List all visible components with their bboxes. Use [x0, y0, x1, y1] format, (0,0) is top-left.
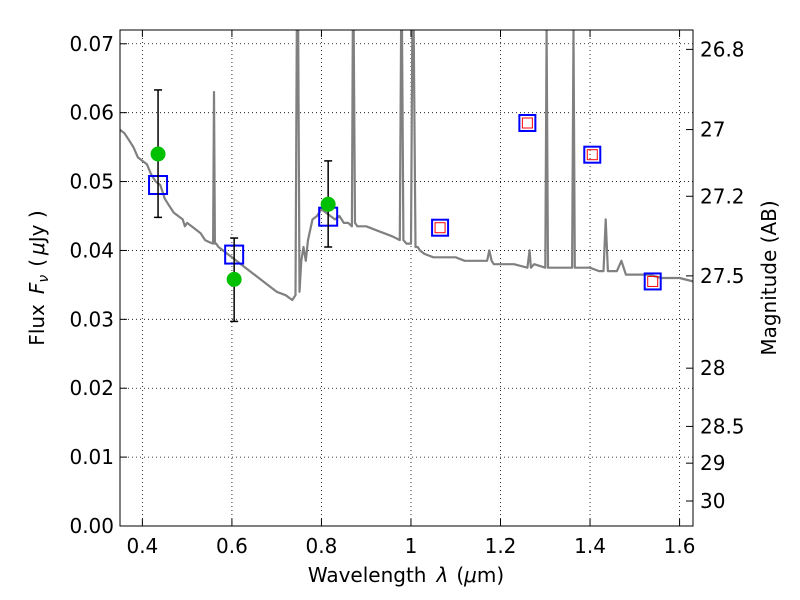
x-tick-label: 0.6	[216, 534, 248, 558]
observed-flux-point	[150, 146, 166, 162]
predicted-band-inner-square	[647, 275, 659, 287]
mag-tick-label: 28	[700, 356, 725, 380]
y-tick-label: 0.06	[69, 101, 114, 125]
axis-ticks: 0.4 0.6 0.8 1 1.2 1.4 1.6 0.00 0.01 0.02 0.03 0.04 0…	[69, 30, 745, 558]
observed-flux-point	[226, 271, 242, 287]
x-tick-label: 1.6	[664, 534, 696, 558]
y-axis-label: FluxFν(μJy )	[25, 210, 52, 345]
mag-tick-label: 27	[700, 118, 725, 142]
x-tick-label: 1.4	[574, 534, 606, 558]
observed-flux-point	[320, 196, 336, 212]
model-spectrum	[120, 30, 693, 302]
predicted-band-square	[583, 145, 602, 164]
x-tick-label: 0.4	[126, 534, 158, 558]
predicted-band-inner-square	[586, 149, 598, 161]
grid-lines	[120, 30, 693, 527]
x-tick-label: 1	[405, 534, 418, 558]
mag-tick-label: 30	[700, 489, 725, 513]
x-tick-label: 0.8	[306, 534, 338, 558]
x-tick-label: 1.2	[485, 534, 517, 558]
y-tick-label: 0.05	[69, 170, 114, 194]
y-tick-label: 0.04	[69, 238, 114, 262]
y2-axis-label: Magnitude (AB)	[757, 200, 781, 355]
mag-tick-label: 29	[700, 451, 725, 475]
model-spectrum-line	[120, 30, 693, 302]
x-axis-label: Wavelength λ (μm)	[308, 563, 504, 587]
photometry-markers	[148, 89, 662, 323]
mag-tick-label: 27.2	[700, 184, 745, 208]
y-tick-label: 0.02	[69, 376, 114, 400]
mag-tick-label: 28.5	[700, 414, 745, 438]
predicted-band-inner-square	[521, 117, 533, 129]
mag-tick-label: 27.5	[700, 264, 745, 288]
y-tick-label: 0.03	[69, 307, 114, 331]
predicted-band-square	[431, 218, 450, 237]
y-tick-label: 0.07	[69, 32, 114, 56]
plot-frame	[119, 29, 694, 527]
mag-tick-label: 26.8	[700, 37, 745, 61]
predicted-band-inner-square	[434, 222, 446, 234]
y-tick-label: 0.01	[69, 445, 114, 469]
predicted-band-square	[518, 114, 537, 132]
predicted-band-square	[643, 272, 662, 291]
y-tick-label: 0.00	[69, 514, 114, 538]
